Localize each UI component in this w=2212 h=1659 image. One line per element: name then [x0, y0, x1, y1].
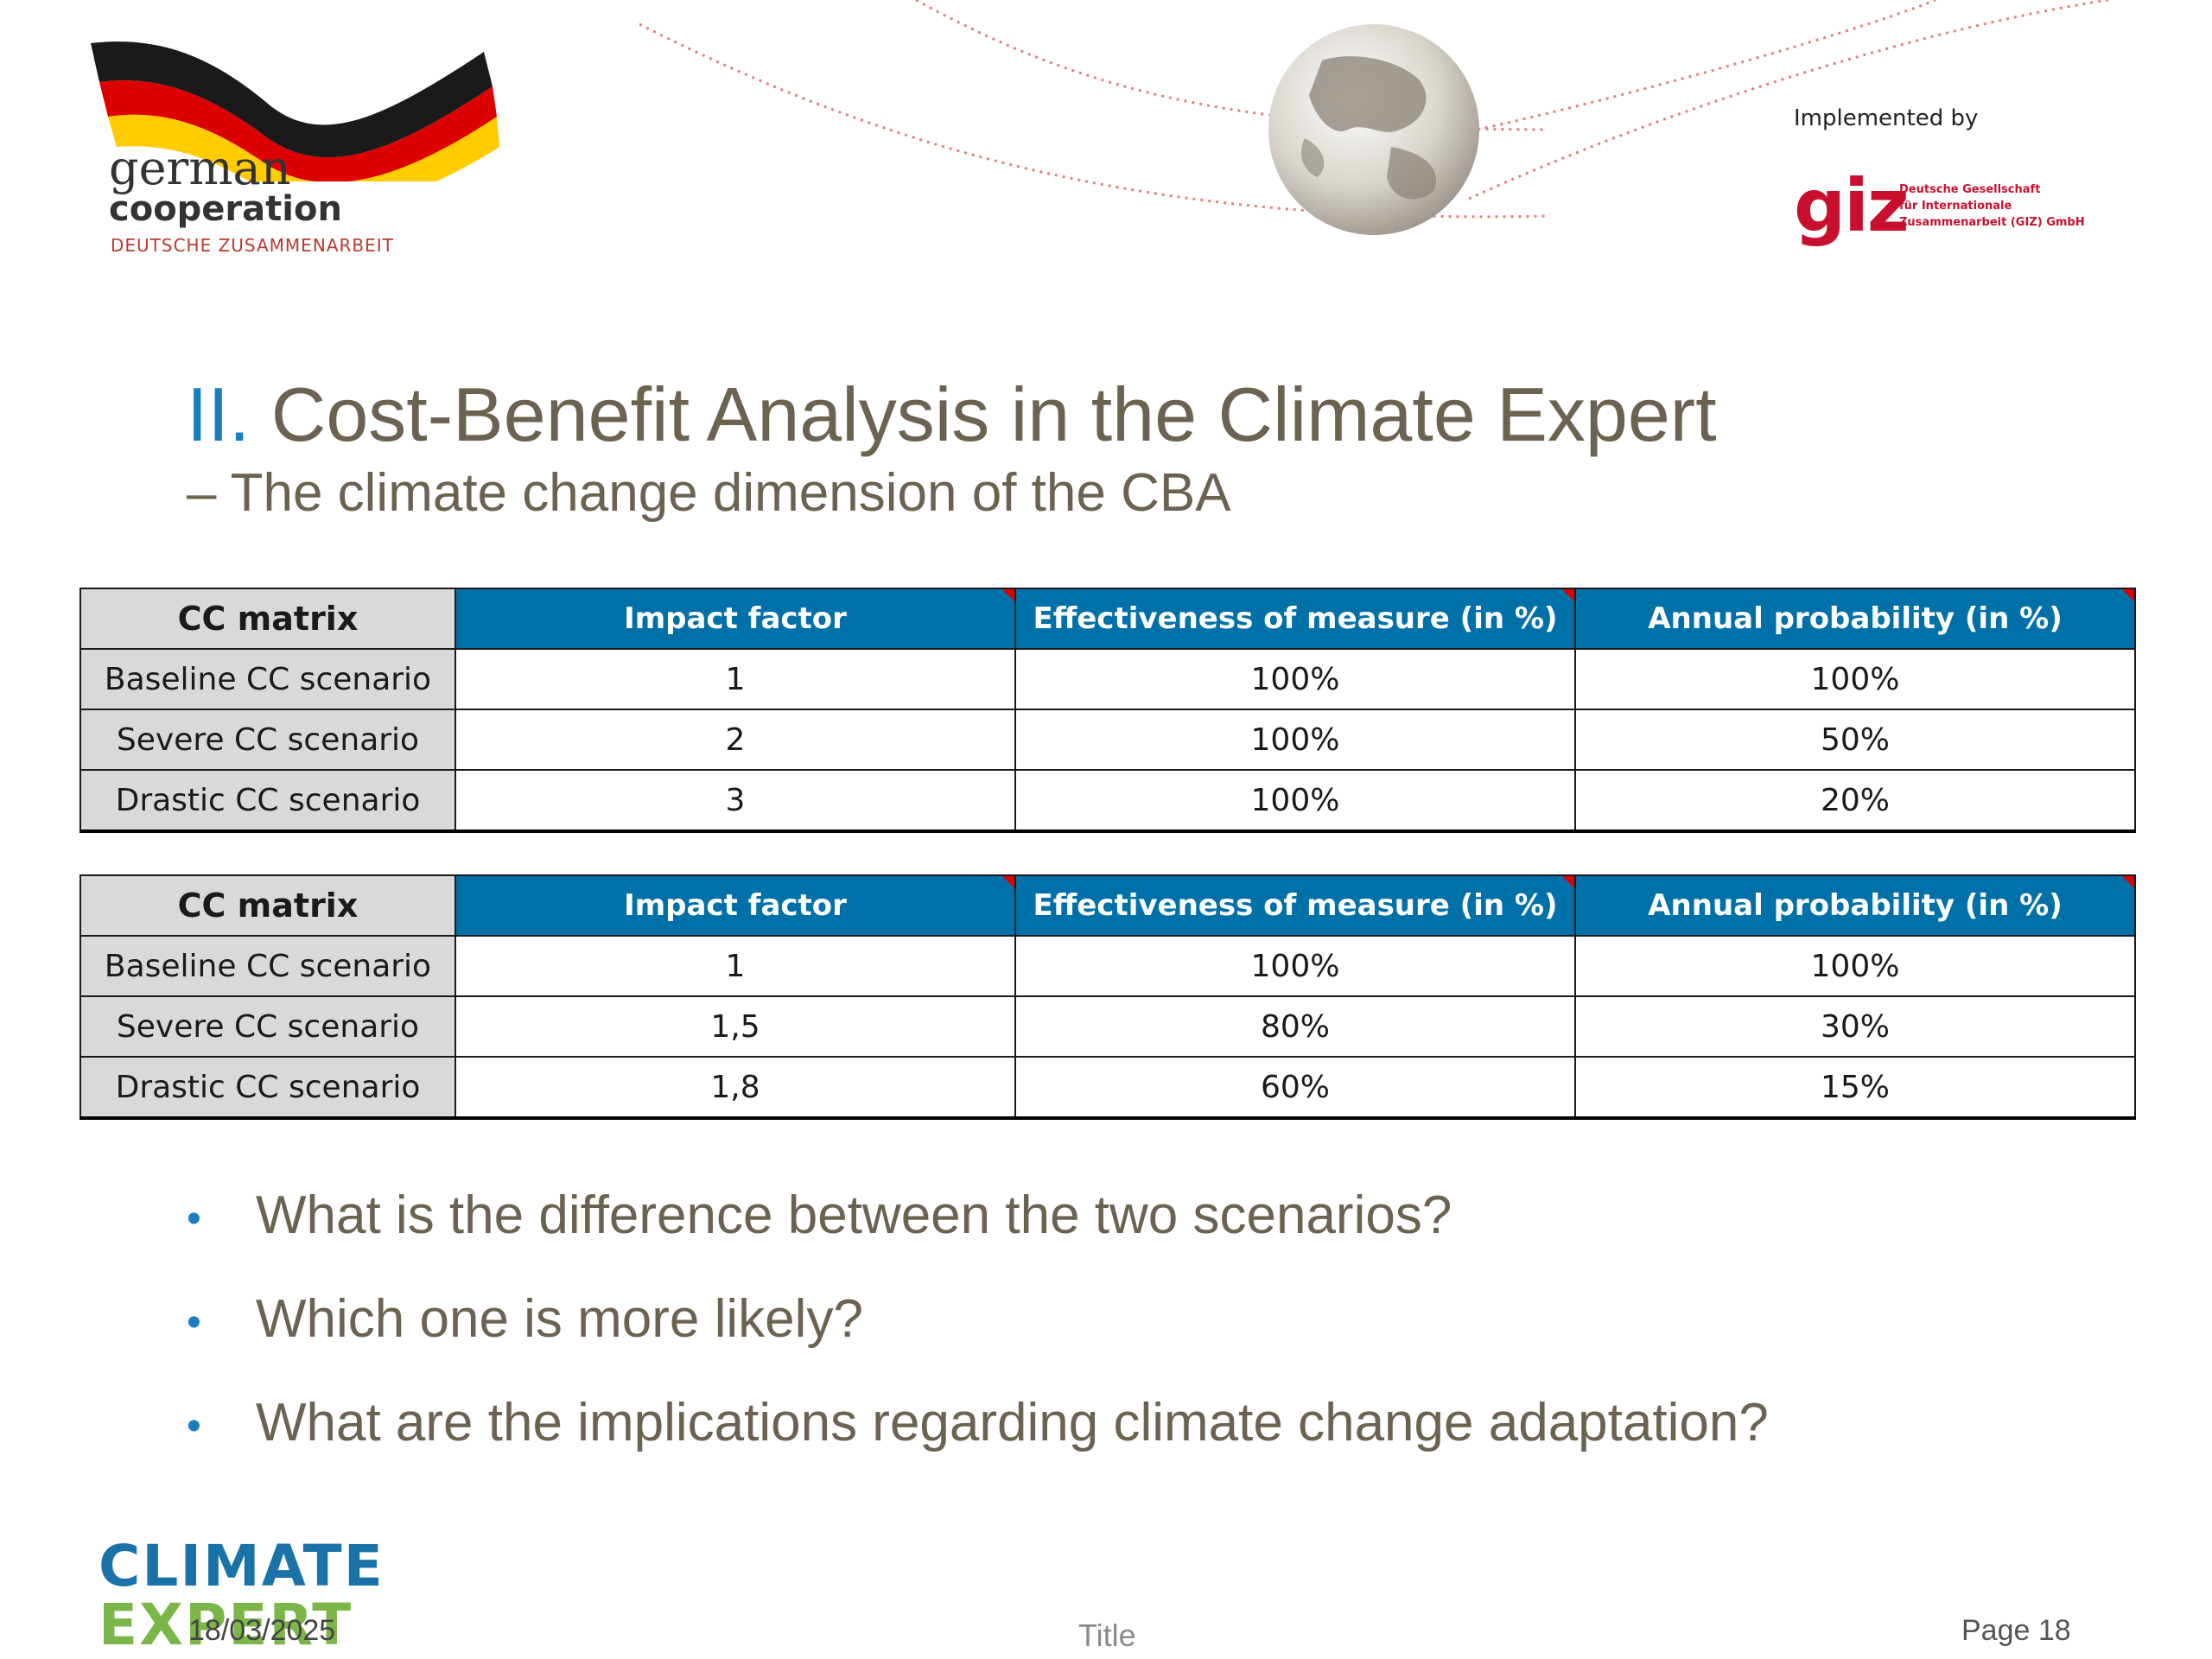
table-cell: 30%: [1574, 995, 2136, 1058]
footer-date: 18/03/2025: [188, 1614, 336, 1647]
footer-title: Title: [1078, 1618, 1136, 1653]
comment-marker-icon: [1562, 589, 1574, 601]
german-cooperation-logo-line1: german: [109, 141, 291, 195]
table-header-row: CC matrix Impact factor Effectiveness of…: [79, 874, 2136, 937]
table-cell: 100%: [1014, 709, 1576, 771]
table-header-row: CC matrix Impact factor Effectiveness of…: [79, 588, 2136, 650]
bullet-text: What are the implications regarding clim…: [256, 1393, 1769, 1452]
table-cell: 20%: [1574, 769, 2136, 833]
giz-name-line: Zusammenarbeit (GIZ) GmbH: [1899, 216, 2085, 229]
bullet-item: • What are the implications regarding cli…: [187, 1396, 1769, 1450]
table-row: Drastic CC scenario 1,8 60% 15%: [79, 1056, 2136, 1120]
footer-page-number: Page 18: [1961, 1614, 2071, 1647]
row-label: Severe CC scenario: [79, 995, 456, 1058]
table-cell: 50%: [1574, 709, 2136, 771]
slide-title-number: II.: [187, 372, 251, 457]
row-label: Drastic CC scenario: [79, 769, 456, 833]
cc-matrix-table-2: CC matrix Impact factor Effectiveness of…: [79, 874, 2136, 1120]
column-header: Effectiveness of measure (in %): [1014, 588, 1576, 650]
implemented-by-label: Implemented by: [1794, 105, 1979, 131]
column-header-label: Impact factor: [624, 601, 847, 636]
table-row: Baseline CC scenario 1 100% 100%: [79, 935, 2136, 997]
bullet-icon: •: [187, 1195, 201, 1242]
column-header: Impact factor: [454, 588, 1016, 650]
column-header-label: Effectiveness of measure (in %): [1033, 888, 1558, 923]
climate-expert-logo-line2: EXPERT: [99, 1592, 353, 1658]
comment-marker-icon: [2122, 589, 2134, 601]
column-header: Annual probability (in %): [1574, 588, 2136, 650]
column-header: Impact factor: [454, 874, 1016, 937]
table-cell: 60%: [1014, 1056, 1576, 1120]
comment-marker-icon: [2122, 876, 2134, 888]
bullet-text: Which one is more likely?: [256, 1289, 863, 1349]
table-cell: 3: [454, 769, 1016, 833]
table-corner-header: CC matrix: [79, 588, 456, 650]
comment-marker-icon: [1002, 589, 1014, 601]
giz-logo-full-name: Deutsche Gesellschaft für Internationale…: [1899, 181, 2085, 231]
column-header: Annual probability (in %): [1574, 874, 2136, 937]
column-header-label: Annual probability (in %): [1648, 601, 2063, 636]
climate-expert-logo-line1: CLIMATE: [99, 1533, 385, 1599]
bullet-text: What is the difference between the two s…: [256, 1185, 1452, 1245]
giz-logo-mark: giz: [1794, 163, 1910, 248]
table-row: Severe CC scenario 2 100% 50%: [79, 709, 2136, 771]
table-row: Drastic CC scenario 3 100% 20%: [79, 769, 2136, 833]
row-label: Baseline CC scenario: [79, 935, 456, 997]
giz-name-line: Deutsche Gesellschaft: [1899, 183, 2041, 196]
table-cell: 1: [454, 648, 1016, 710]
slide-title: II. Cost-Benefit Analysis in the Climate…: [187, 377, 1717, 453]
column-header-label: Effectiveness of measure (in %): [1033, 601, 1558, 636]
german-cooperation-logo-line2: cooperation: [109, 189, 342, 229]
comment-marker-icon: [1562, 876, 1574, 888]
bullet-icon: •: [187, 1402, 201, 1449]
table-cell: 100%: [1574, 648, 2136, 710]
row-label: Baseline CC scenario: [79, 648, 456, 710]
table-cell: 2: [454, 709, 1016, 771]
cc-matrix-table-1: CC matrix Impact factor Effectiveness of…: [79, 588, 2136, 833]
bullet-icon: •: [187, 1299, 201, 1345]
german-flag-ribbon: [91, 41, 499, 181]
column-header-label: Annual probability (in %): [1648, 888, 2063, 923]
giz-name-line: für Internationale: [1899, 200, 2012, 213]
table-row: Baseline CC scenario 1 100% 100%: [79, 648, 2136, 710]
table-cell: 100%: [1014, 648, 1576, 710]
table-cell: 80%: [1014, 995, 1576, 1058]
table-cell: 100%: [1574, 935, 2136, 997]
table-cell: 1: [454, 935, 1016, 997]
column-header-label: Impact factor: [624, 888, 847, 923]
bullet-item: • What is the difference between the two …: [187, 1189, 1452, 1243]
bullet-item: • Which one is more likely?: [187, 1293, 863, 1346]
table-cell: 1,8: [454, 1056, 1016, 1120]
table-cell: 100%: [1014, 935, 1576, 997]
table-cell: 1,5: [454, 995, 1016, 1058]
table-corner-header: CC matrix: [79, 874, 456, 937]
table-cell: 15%: [1574, 1056, 2136, 1120]
comment-marker-icon: [1002, 876, 1014, 888]
row-label: Drastic CC scenario: [79, 1056, 456, 1120]
slide-subtitle: – The climate change dimension of the CB…: [187, 463, 1231, 523]
table-row: Severe CC scenario 1,5 80% 30%: [79, 995, 2136, 1058]
german-cooperation-logo-line3: DEUTSCHE ZUSAMMENARBEIT: [111, 235, 394, 256]
globe-illustration: [639, 0, 2108, 235]
slide-title-text: Cost-Benefit Analysis in the Climate Exp…: [250, 372, 1717, 457]
table-cell: 100%: [1014, 769, 1576, 833]
column-header: Effectiveness of measure (in %): [1014, 874, 1576, 937]
row-label: Severe CC scenario: [79, 709, 456, 771]
